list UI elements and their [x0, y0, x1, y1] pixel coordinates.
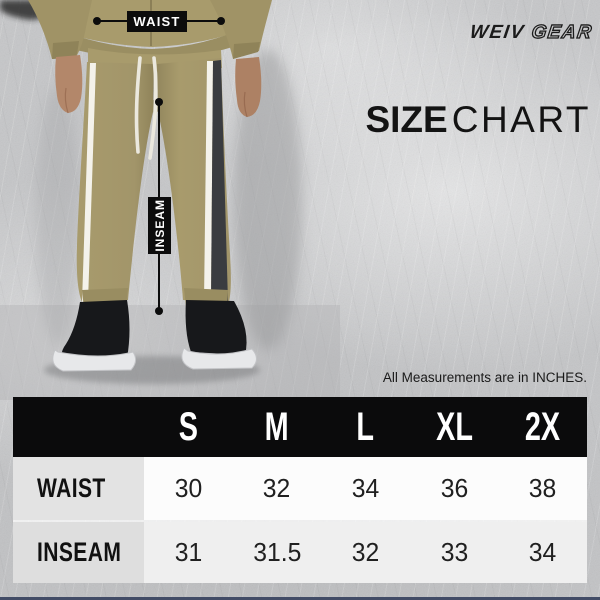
brand-word-secondary: GEAR	[529, 21, 594, 43]
size-col-header: XL	[435, 404, 473, 449]
drawstring	[134, 56, 142, 154]
right-side-stripe	[204, 61, 213, 302]
drawstring	[148, 56, 158, 160]
waist-label: WAIST	[127, 11, 187, 32]
table-cell: 30	[144, 457, 233, 520]
table-cell: 32	[321, 522, 410, 583]
size-col-header: 2X	[525, 404, 561, 449]
header-empty-cell	[13, 397, 144, 457]
brand-word-primary: WEIV	[468, 22, 526, 43]
line-endpoint-dot	[155, 307, 163, 315]
size-col-header: L	[356, 404, 375, 449]
size-col-header: M	[264, 404, 289, 449]
table-cell: 31	[144, 522, 233, 583]
table-cell: 38	[498, 457, 587, 520]
row-label-inseam: INSEAM	[13, 522, 144, 583]
unit-note: All Measurements are in INCHES.	[382, 370, 587, 385]
wall-shadow-left	[36, 85, 80, 345]
table-cell: 34	[321, 457, 410, 520]
sneakers	[52, 300, 257, 372]
page-title: SIZE CHART	[365, 99, 591, 141]
size-col-header: S	[178, 404, 198, 449]
left-side-stripe	[82, 63, 96, 302]
model-photo	[0, 0, 340, 400]
table-row-inseam: INSEAM 31 31.5 32 33 34	[13, 520, 587, 583]
joggers	[76, 48, 231, 309]
title-word-chart: CHART	[451, 99, 591, 140]
line-endpoint-dot	[93, 17, 101, 25]
line-endpoint-dot	[217, 17, 225, 25]
row-label-waist: WAIST	[13, 457, 144, 520]
table-cell: 36	[409, 457, 499, 520]
table-cell: 32	[232, 457, 322, 520]
arms	[55, 55, 262, 118]
line-endpoint-dot	[155, 98, 163, 106]
wall-shadow	[234, 50, 302, 350]
title-word-size: SIZE	[365, 99, 448, 140]
table-cell: 31.5	[232, 522, 322, 583]
inseam-label: INSEAM	[148, 197, 171, 254]
table-row-waist: WAIST 30 32 34 36 38	[13, 457, 587, 520]
bottom-edge-bar	[0, 597, 600, 600]
table-cell: 34	[498, 522, 587, 583]
right-side-panel	[211, 60, 228, 302]
table-cell: 33	[409, 522, 499, 583]
table-header-row: S M L XL 2X	[13, 397, 587, 457]
size-table: S M L XL 2X WAIST 30 32 34 36 38 INSEAM …	[13, 397, 587, 583]
brand-logo: WEIV GEAR	[468, 21, 594, 44]
